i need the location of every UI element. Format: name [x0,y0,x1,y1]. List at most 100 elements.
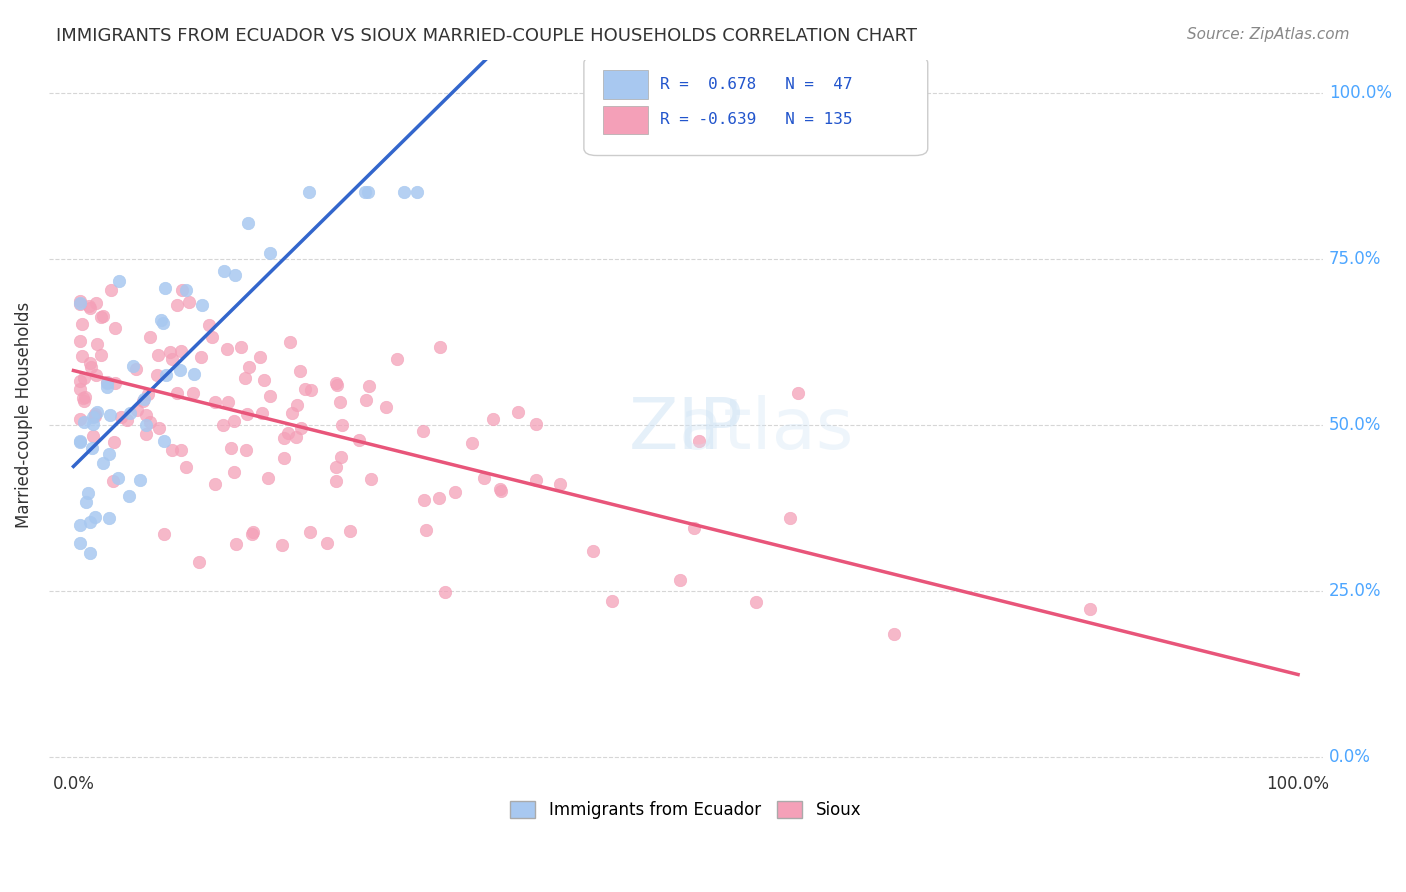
Point [443,485,465,500]
Point [146,348,169,362]
Point [183,368,205,382]
Point [176,283,198,297]
Point [253,373,276,387]
Point [135,418,157,433]
Point [299,524,322,539]
Point [166,298,188,312]
Point [69,383,91,397]
Point [69,536,91,550]
Point [488,483,510,497]
Point [330,417,353,432]
Point [79,299,101,313]
Point [79,356,101,370]
Point [252,406,274,420]
Point [170,343,193,358]
Point [79,546,101,560]
Point [212,264,235,278]
Point [288,364,311,378]
Point [240,526,263,541]
Point [225,537,247,551]
Point [215,342,238,356]
Point [84,407,107,421]
Point [120,406,142,420]
Point [153,526,176,541]
Point [433,584,456,599]
Point [353,186,375,200]
Point [524,473,547,487]
Point [412,492,434,507]
Point [160,352,183,367]
Point [107,471,129,485]
Point [325,475,347,489]
Point [139,415,162,429]
Text: 50.0%: 50.0% [1329,416,1381,434]
Point [273,450,295,465]
Point [360,472,382,486]
Point [238,359,260,374]
Point [69,374,91,388]
Point [256,471,278,485]
Point [325,377,347,392]
FancyBboxPatch shape [583,56,928,155]
Point [125,362,148,376]
Point [98,408,121,422]
Text: R =  0.678   N =  47: R = 0.678 N = 47 [661,77,853,92]
Point [160,442,183,457]
Point [103,434,125,449]
Point [329,450,352,464]
Point [325,376,347,390]
Point [84,296,107,310]
Point [315,536,337,550]
Point [101,474,124,488]
Point [290,421,312,435]
Point [159,345,181,359]
Point [84,409,107,424]
Point [69,334,91,348]
Point [98,447,121,461]
Point [75,390,97,404]
Point [110,409,132,424]
Point [273,431,295,445]
Point [153,280,176,294]
Point [166,386,188,401]
Point [224,414,246,428]
Point [259,388,281,402]
Point [238,216,260,230]
Point [129,473,152,487]
Point [779,510,801,524]
Point [104,376,127,390]
Point [86,405,108,419]
Point [135,427,157,442]
Point [118,489,141,503]
Point [146,368,169,382]
Point [688,434,710,449]
Point [152,434,174,448]
Point [259,245,281,260]
Point [357,379,380,393]
Point [75,495,97,509]
Point [472,471,495,485]
Text: R = -0.639   N = 135: R = -0.639 N = 135 [661,112,853,128]
Point [285,398,308,412]
Point [80,442,103,456]
Point [249,351,271,365]
Point [134,392,156,407]
Point [392,186,415,200]
Point [86,336,108,351]
Point [548,477,571,491]
Point [174,459,197,474]
Point [299,383,322,397]
Point [90,348,112,362]
Point [883,626,905,640]
Point [98,511,121,525]
Point [235,443,257,458]
Point [387,352,409,367]
Point [294,383,316,397]
Point [233,371,256,385]
Point [69,297,91,311]
Point [139,330,162,344]
Text: ZIP: ZIP [628,394,742,464]
Point [190,350,212,364]
Point [669,573,692,587]
Point [482,412,505,426]
